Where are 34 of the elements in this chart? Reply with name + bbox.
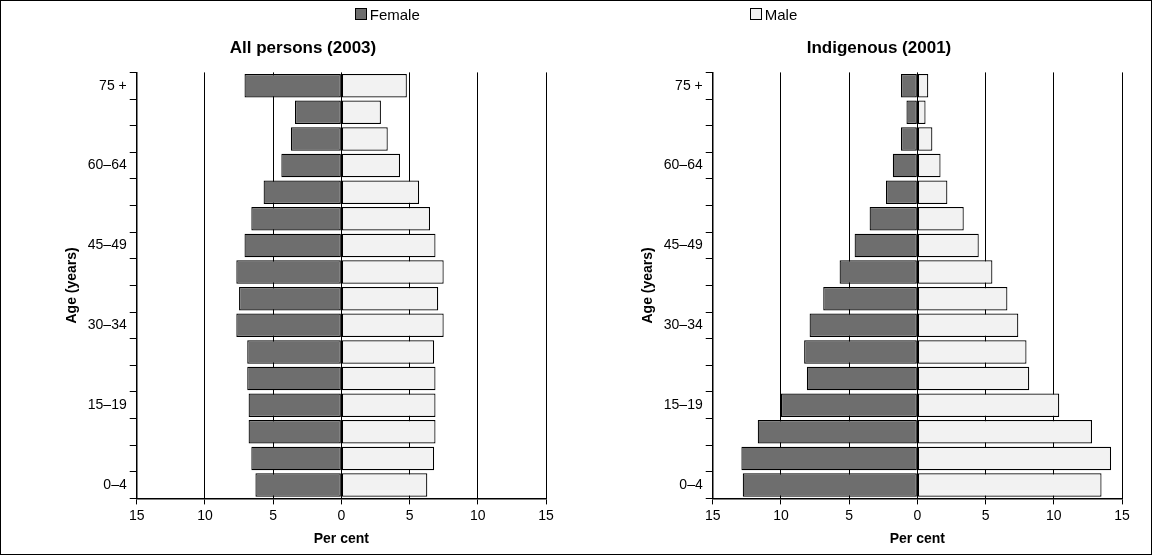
- x-tick-label: 5: [981, 506, 990, 523]
- x-tick-label: 15: [1114, 506, 1130, 523]
- chart-title: Indigenous (2001): [806, 37, 952, 57]
- x-tick-label: 10: [470, 506, 486, 523]
- y-tick-label: 45–49: [87, 236, 127, 253]
- x-tick-label: 0: [913, 506, 922, 523]
- legend-label: Female: [369, 5, 420, 23]
- x-tick-label: 15: [538, 506, 554, 523]
- x-tick-label: 5: [269, 506, 278, 523]
- y-tick-label: 45–49: [663, 236, 703, 253]
- x-tick-label: 5: [405, 506, 414, 523]
- x-axis-title: Per cent: [889, 530, 946, 547]
- y-tick-label: 0–4: [679, 475, 703, 492]
- y-tick-label: 75 +: [675, 76, 703, 93]
- y-tick-label: 0–4: [103, 475, 127, 492]
- y-tick-label: 75 +: [99, 76, 127, 93]
- y-tick-label: 30–34: [87, 316, 127, 333]
- x-tick-label: 10: [197, 506, 213, 523]
- x-tick-label: 10: [1046, 506, 1062, 523]
- x-tick-label: 5: [845, 506, 854, 523]
- y-tick-label: 15–19: [87, 396, 127, 413]
- y-tick-label: 60–64: [87, 156, 127, 173]
- y-axis-title: Age (years): [639, 247, 656, 324]
- y-tick-label: 60–64: [663, 156, 703, 173]
- text: Male: [764, 5, 798, 23]
- y-axis-title: Age (years): [63, 247, 80, 324]
- x-axis-title: Per cent: [313, 530, 370, 547]
- x-tick-label: 0: [337, 506, 346, 523]
- chart-title: All persons (2003): [229, 37, 377, 57]
- x-tick-label: 15: [704, 506, 721, 523]
- y-tick-label: 30–34: [663, 316, 703, 333]
- x-tick-label: 15: [128, 506, 145, 523]
- x-tick-label: 10: [773, 506, 789, 523]
- y-tick-label: 15–19: [663, 396, 703, 413]
